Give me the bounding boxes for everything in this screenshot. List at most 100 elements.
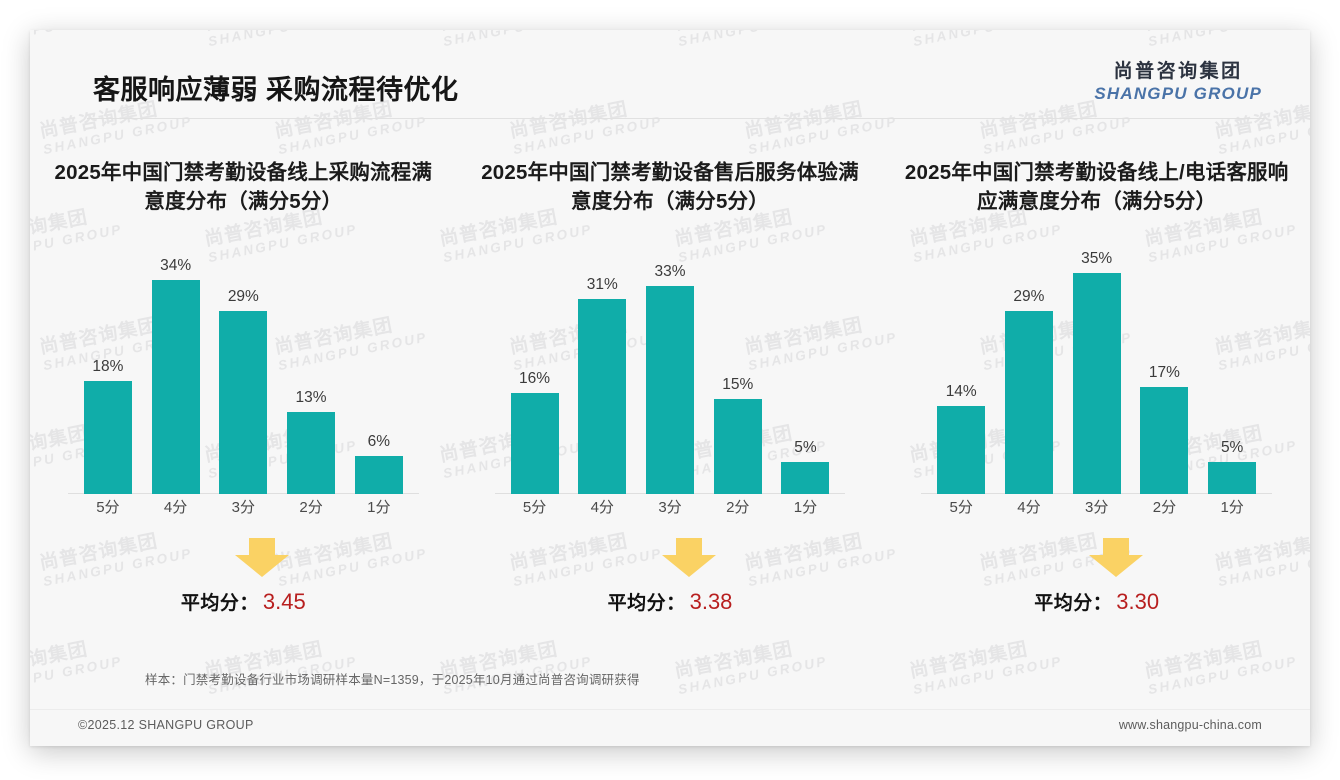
bar[interactable] [937,406,986,495]
bar-group: 29% [209,242,277,495]
bar-value-label: 5% [1220,438,1244,456]
average-label: 平均分： [607,593,686,615]
bar-value-label: 31% [586,275,618,293]
bar[interactable] [83,381,132,495]
bar-group: 33% [636,242,704,495]
average-score-block: 平均分： 3.38 [471,536,870,632]
average-label: 平均分： [180,593,259,615]
bar[interactable] [1004,311,1053,495]
copyright-text: ©2025.12 SHANGPU GROUP [78,718,254,732]
x-axis-tick-label: 5分 [96,499,120,517]
down-arrow-icon [235,538,291,578]
slide-footer: ©2025.12 SHANGPU GROUP www.shangpu-china… [30,710,1310,746]
bar-group: 13% [277,242,345,495]
bar-group: 16% [501,242,569,495]
bar-group: 6% [345,242,413,495]
chart-title: 2025年中国门禁考勤设备售后服务体验满意度分布（满分5分） [481,161,859,214]
x-axis-tick-label: 2分 [299,499,323,517]
slide-card: 尚普咨询集团 SHANGPU GROUP 尚普咨询集团 SHANGPU GROUP 尚普… [30,30,1310,746]
x-axis-tick-label: 3分 [658,499,682,517]
bar[interactable] [578,299,627,495]
slide-header: 客服响应薄弱 采购流程待优化 尚普咨询集团 SHANGPU GROUP [30,30,1310,122]
bar-group: 5% [772,242,840,495]
average-score-line: 平均分： 3.38 [471,588,870,615]
brand-logo: 尚普咨询集团 SHANGPU GROUP [1094,60,1262,104]
bar-group: 34% [142,242,210,495]
bar-group: 18% [74,242,142,495]
bar-value-label: 6% [367,432,390,450]
title-divider [87,118,1264,119]
average-score-block: 平均分： 3.45 [44,536,443,632]
bar[interactable] [510,393,559,495]
bar-chart: 18% 34% 29% 13% 6% 5分 4分 3分 2分 1分 [68,242,419,520]
x-axis-tick-label: 5分 [949,499,973,517]
bar-group: 5% [1198,242,1266,495]
average-score-line: 平均分： 3.30 [897,588,1296,615]
average-label: 平均分： [1034,593,1113,615]
chart-title: 2025年中国门禁考勤设备线上采购流程满意度分布（满分5分） [54,161,433,214]
bar-value-label: 17% [1148,363,1180,381]
bar[interactable] [287,412,336,495]
chart-title: 2025年中国门禁考勤设备线上/电话客服响应满意度分布（满分5分） [904,161,1289,214]
bar[interactable] [1208,462,1257,495]
average-value: 3.45 [262,589,306,615]
logo-english-text: SHANGPU GROUP [1094,83,1262,103]
bar-value-label: 34% [160,256,192,274]
x-axis-categories: 5分 4分 3分 2分 1分 [927,496,1266,520]
bar[interactable] [1140,387,1189,495]
bar-group: 17% [1131,242,1199,495]
page-title: 客服响应薄弱 采购流程待优化 [93,75,459,105]
x-axis-tick-label: 2分 [1152,499,1177,517]
sample-footnote: 样本：门禁考勤设备行业市场调研样本量N=1359，于2025年10月通过尚普咨询… [145,673,640,687]
bar[interactable] [1072,273,1121,495]
logo-chinese-text: 尚普咨询集团 [1113,61,1243,82]
bar-value-label: 14% [945,382,977,400]
bar-group: 14% [927,242,995,495]
x-axis-tick-label: 1分 [793,499,818,517]
average-value: 3.30 [1116,589,1160,615]
x-axis-tick-label: 4分 [1017,499,1041,517]
bar[interactable] [781,462,830,495]
bar[interactable] [713,399,762,495]
footer-divider [30,709,1310,710]
bar-value-label: 18% [92,357,124,375]
down-arrow-icon [1088,538,1145,578]
chart-panel-3: 2025年中国门禁考勤设备线上/电话客服响应满意度分布（满分5分） 14% 29% 3… [883,140,1310,680]
bar-value-label: 15% [722,375,754,393]
plot-area: 18% 34% 29% 13% 6% [74,242,413,495]
bar-value-label: 16% [519,369,551,387]
bar[interactable] [219,311,268,495]
bar-value-label: 5% [794,438,817,456]
x-axis-tick-label: 1分 [1220,499,1244,517]
bar[interactable] [354,456,403,495]
bar-group: 31% [568,242,636,495]
bar-chart: 14% 29% 35% 17% 5% 5分 4分 3分 2分 1分 [921,242,1273,520]
chart-panel-2: 2025年中国门禁考勤设备售后服务体验满意度分布（满分5分） 16% 31% 33% 1… [457,140,884,680]
charts-container: 2025年中国门禁考勤设备线上采购流程满意度分布（满分5分） 18% 34% 29% 1… [30,140,1310,680]
x-axis-tick-label: 3分 [231,499,255,517]
x-axis-tick-label: 1分 [367,499,391,517]
x-axis-tick-label: 3分 [1085,499,1109,517]
bar-value-label: 35% [1081,249,1113,267]
x-axis-tick-label: 2分 [726,499,750,517]
x-axis-categories: 5分 4分 3分 2分 1分 [74,496,413,520]
bar[interactable] [646,286,694,495]
bar-group: 29% [995,242,1063,495]
bar-value-label: 29% [227,287,259,305]
chart-panel-1: 2025年中国门禁考勤设备线上采购流程满意度分布（满分5分） 18% 34% 29% 1… [30,140,457,680]
down-arrow-icon [662,538,718,578]
bar-value-label: 29% [1013,287,1045,305]
plot-area: 14% 29% 35% 17% 5% [927,242,1266,495]
x-axis-categories: 5分 4分 3分 2分 1分 [501,496,840,520]
x-axis-tick-label: 4分 [590,499,614,517]
website-link[interactable]: www.shangpu-china.com [1118,718,1262,732]
average-score-line: 平均分： 3.45 [44,588,443,615]
bar-value-label: 33% [654,262,686,280]
plot-area: 16% 31% 33% 15% 5% [501,242,840,495]
bar-group: 15% [704,242,772,495]
bar-value-label: 13% [295,388,327,406]
x-axis-tick-label: 4分 [163,499,188,517]
average-score-block: 平均分： 3.30 [897,536,1296,632]
bar-chart: 16% 31% 33% 15% 5% 5分 4分 3分 2分 1分 [494,242,846,520]
bar[interactable] [151,280,200,495]
